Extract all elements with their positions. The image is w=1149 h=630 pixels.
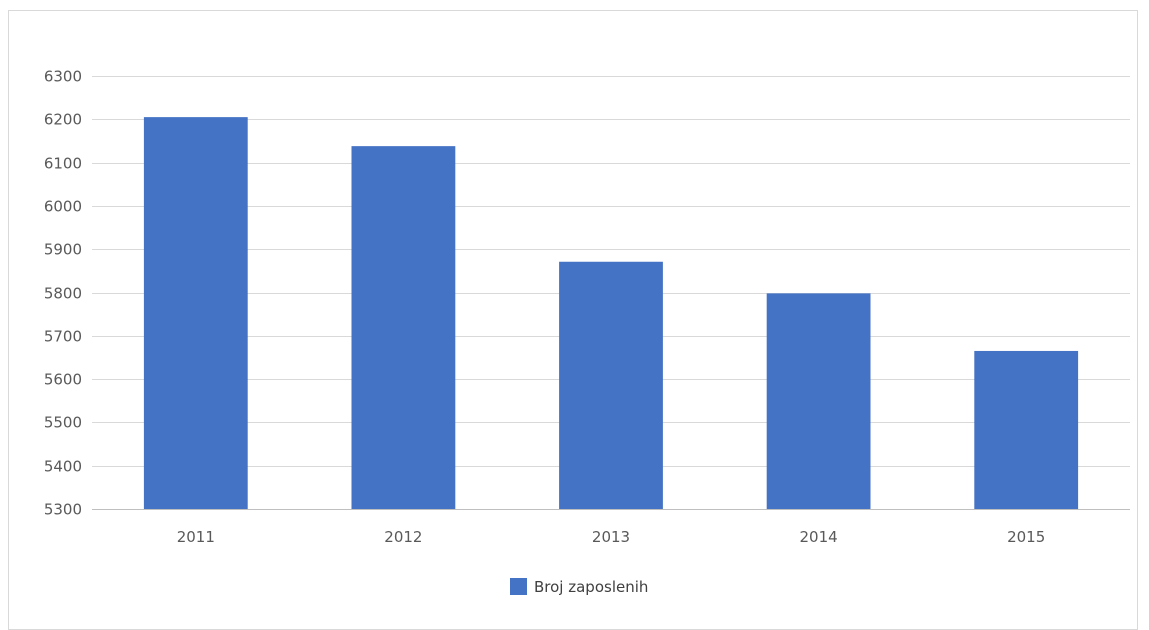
y-tick-label: 6300 bbox=[44, 68, 82, 86]
y-tick-label: 5300 bbox=[44, 501, 82, 519]
y-tick-label: 5400 bbox=[44, 458, 82, 476]
y-tick-label: 6100 bbox=[44, 155, 82, 173]
x-tick-label: 2012 bbox=[384, 528, 422, 546]
bars bbox=[143, 117, 1079, 509]
x-tick-label: 2011 bbox=[177, 528, 215, 546]
gridlines bbox=[92, 76, 1130, 510]
x-tick-label: 2013 bbox=[592, 528, 630, 546]
x-tick-label: 2014 bbox=[800, 528, 838, 546]
y-tick-label: 6000 bbox=[44, 198, 82, 216]
y-tick-label: 5700 bbox=[44, 328, 82, 346]
bar-2011 bbox=[143, 117, 248, 509]
legend-label: Broj zaposlenih bbox=[534, 578, 648, 596]
x-tick-label: 2015 bbox=[1007, 528, 1045, 546]
bar-2014 bbox=[766, 293, 871, 509]
bar-2012 bbox=[351, 146, 456, 509]
bar-2015 bbox=[974, 350, 1079, 509]
y-tick-label: 5900 bbox=[44, 241, 82, 259]
y-axis-tick-labels: 5300 5400 5500 5600 5700 5800 5900 6000 6100 6200… bbox=[44, 68, 82, 519]
y-tick-label: 5600 bbox=[44, 371, 82, 389]
y-tick-label: 6200 bbox=[44, 111, 82, 129]
x-axis-tick-labels: 2011 2012 2013 2014 2015 bbox=[177, 528, 1046, 546]
bar-chart: 5300 5400 5500 5600 5700 5800 5900 6000 6100 6200… bbox=[44, 68, 1130, 596]
legend-swatch bbox=[510, 578, 527, 595]
legend: Broj zaposlenih bbox=[510, 578, 648, 596]
y-tick-label: 5500 bbox=[44, 414, 82, 432]
y-tick-label: 5800 bbox=[44, 285, 82, 303]
bar-2013 bbox=[559, 261, 663, 509]
